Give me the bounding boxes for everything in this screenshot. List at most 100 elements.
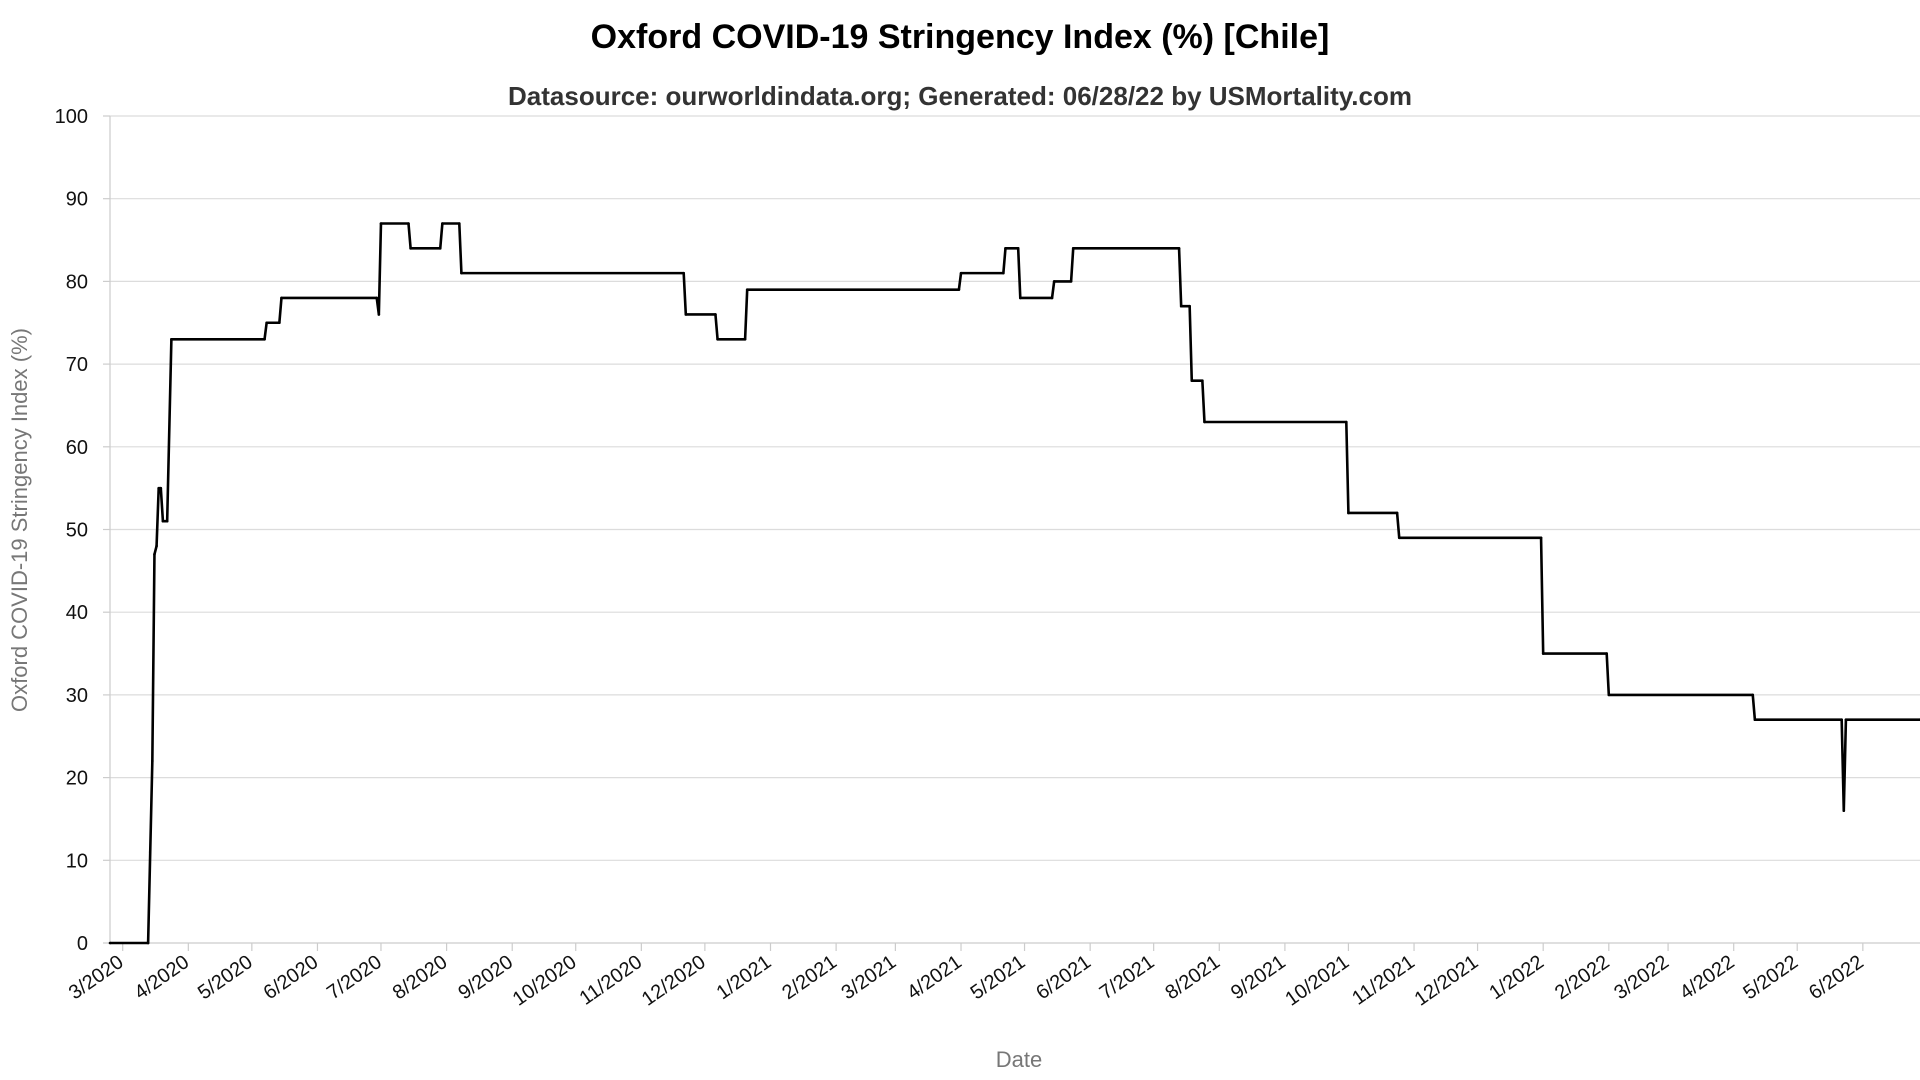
x-axis-ticks: 3/2020 4/2020 5/2020 6/2020 7/2020 8/2020 9/20… [65, 943, 1868, 1011]
x-tick-label: 11/2020 [576, 951, 647, 1010]
data-point [151, 759, 154, 763]
data-point [375, 296, 379, 300]
data-point [1018, 296, 1022, 300]
data-point [379, 222, 383, 225]
x-tick-label: 3/2021 [838, 951, 901, 1004]
data-point [957, 288, 961, 291]
x-tick-label: 5/2021 [967, 951, 1030, 1004]
x-tick-label: 1/2022 [1485, 951, 1548, 1004]
data-point [441, 222, 444, 225]
y-tick-label: 90 [66, 189, 88, 211]
x-tick-label: 12/2021 [1411, 951, 1483, 1010]
data-point [1397, 536, 1401, 540]
data-point [684, 313, 688, 316]
data-point [377, 313, 381, 316]
data-point [1539, 536, 1543, 540]
x-tick-label: 2/2021 [778, 951, 841, 1004]
y-axis-title: Oxford COVID-19 Stringency Index (%) [7, 328, 32, 712]
data-point [1607, 693, 1611, 697]
data-point [716, 337, 719, 341]
y-tick-label: 10 [66, 850, 88, 872]
data-point [1203, 420, 1206, 424]
data-point [1541, 652, 1545, 655]
data-point [161, 519, 165, 523]
stringency-line [110, 222, 1920, 945]
x-tick-label: 7/2021 [1096, 951, 1159, 1004]
y-tick-label: 80 [66, 271, 88, 293]
data-point [1842, 809, 1846, 812]
x-tick-label: 9/2021 [1227, 951, 1290, 1004]
data-point [1016, 247, 1020, 250]
data-point [959, 271, 963, 275]
data-point [1004, 247, 1007, 250]
x-axis-title: Date [996, 1047, 1042, 1072]
y-tick-label: 60 [66, 437, 88, 459]
data-point [108, 941, 112, 945]
x-tick-label: 7/2020 [323, 951, 386, 1004]
data-point [1050, 296, 1054, 300]
x-tick-label: 4/2022 [1676, 951, 1739, 1004]
data-point [1071, 247, 1075, 250]
data-point [1605, 652, 1608, 655]
x-tick-label: 10/2021 [1281, 951, 1353, 1010]
data-point [146, 941, 150, 945]
y-tick-label: 40 [66, 602, 88, 624]
data-point [1190, 379, 1194, 382]
x-tick-label: 3/2020 [65, 951, 128, 1004]
x-tick-label: 11/2021 [1348, 951, 1419, 1010]
data-point [1052, 280, 1056, 283]
data-point [153, 553, 156, 556]
data-point [1753, 718, 1757, 722]
x-tick-label: 12/2020 [638, 951, 710, 1010]
data-point [1002, 271, 1005, 275]
chart-subtitle: Datasource: ourworldindata.org; Generate… [508, 81, 1412, 111]
data-point [263, 337, 266, 341]
data-point [159, 486, 163, 490]
x-tick-label: 8/2020 [389, 951, 452, 1004]
y-tick-label: 70 [66, 354, 88, 376]
chart-title: Oxford COVID-19 Stringency Index (%) [Ch… [591, 18, 1330, 56]
y-tick-label: 0 [77, 933, 88, 955]
x-tick-label: 6/2021 [1032, 951, 1095, 1004]
data-point [280, 296, 283, 300]
y-tick-label: 100 [55, 106, 88, 128]
y-tick-label: 20 [66, 768, 88, 790]
y-tick-label: 50 [66, 520, 88, 542]
y-tick-label: 30 [66, 685, 88, 707]
data-point [409, 247, 412, 250]
data-point [155, 544, 158, 548]
data-point [1395, 511, 1399, 515]
data-point [165, 519, 169, 523]
x-tick-label: 5/2022 [1739, 951, 1802, 1004]
data-point [265, 321, 268, 325]
x-tick-label: 2/2022 [1551, 951, 1614, 1004]
series-layer [108, 222, 1920, 945]
x-tick-label: 9/2020 [454, 951, 517, 1004]
data-point [460, 271, 463, 275]
x-tick-label: 6/2020 [260, 951, 323, 1004]
x-tick-label: 5/2020 [194, 951, 257, 1004]
data-point [1188, 304, 1191, 308]
data-point [1069, 280, 1073, 283]
data-point [157, 486, 160, 490]
data-point [682, 271, 685, 275]
gridlines [110, 115, 1920, 861]
data-point [1201, 379, 1204, 382]
data-point [407, 222, 410, 225]
y-axis-ticks: 0 10 20 30 40 50 60 70 80 90 100 [55, 106, 110, 955]
data-point [148, 850, 152, 854]
data-point [1844, 718, 1848, 722]
data-point [1751, 693, 1755, 697]
data-point [1345, 420, 1348, 424]
x-tick-label: 6/2022 [1805, 951, 1868, 1004]
x-tick-label: 4/2021 [903, 951, 966, 1004]
data-point [745, 288, 749, 291]
x-tick-label: 3/2022 [1610, 951, 1673, 1004]
x-tick-label: 4/2020 [130, 951, 193, 1004]
data-point [170, 337, 173, 341]
data-point [438, 247, 442, 250]
data-point [714, 313, 717, 316]
data-point [1177, 247, 1181, 250]
x-tick-label: 10/2020 [509, 951, 581, 1010]
x-tick-label: 8/2021 [1161, 951, 1224, 1004]
